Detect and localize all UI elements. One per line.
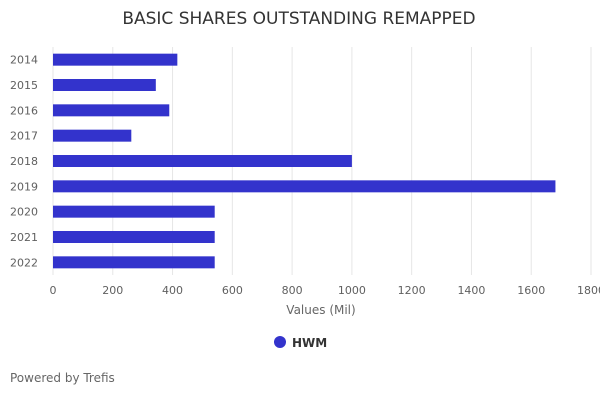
x-tick-label: 200 (102, 284, 123, 297)
bar-2016[interactable] (53, 104, 170, 117)
bar-2022[interactable] (53, 256, 215, 269)
y-tick-label-2014: 2014 (10, 54, 38, 67)
x-tick-label: 600 (222, 284, 243, 297)
y-tick-label-2021: 2021 (10, 231, 38, 244)
y-tick-label-2020: 2020 (10, 206, 38, 219)
x-tick-label: 0 (50, 284, 57, 297)
bar-2020[interactable] (53, 205, 215, 218)
x-tick-label: 1200 (398, 284, 426, 297)
legend-label-hwm[interactable]: HWM (292, 336, 327, 350)
bar-series-hwm (53, 53, 556, 269)
y-tick-label-2019: 2019 (10, 180, 38, 193)
y-tick-label-2018: 2018 (10, 155, 38, 168)
y-tick-label-2017: 2017 (10, 130, 38, 143)
bar-2021[interactable] (53, 231, 215, 243)
legend-marker-hwm[interactable] (274, 336, 286, 348)
bar-2017[interactable] (53, 129, 132, 142)
x-axis-title: Values (Mil) (286, 303, 355, 317)
bar-2015[interactable] (53, 79, 156, 91)
bar-2019[interactable] (53, 180, 556, 193)
bar-2014[interactable] (53, 53, 178, 66)
x-tick-label: 400 (162, 284, 183, 297)
x-tick-label: 1000 (338, 284, 366, 297)
x-tick-label: 800 (282, 284, 303, 297)
chart-title: BASIC SHARES OUTSTANDING REMAPPED (122, 9, 475, 29)
x-tick-label: 1800 (577, 284, 600, 297)
x-tick-label: 1600 (517, 284, 545, 297)
x-axis-ticks: 0 200 400 600 800 1000 1200 1400 1600 1800 (50, 284, 600, 297)
credits-text[interactable]: Powered by Trefis (10, 371, 115, 385)
y-axis-ticks: 2014 2015 2016 2017 2018 2019 2020 2021 2022 (10, 54, 38, 270)
x-tick-label: 1400 (457, 284, 485, 297)
legend[interactable]: HWM (274, 336, 327, 350)
y-tick-label-2015: 2015 (10, 79, 38, 92)
bar-2018[interactable] (53, 155, 352, 167)
y-tick-label-2016: 2016 (10, 104, 38, 117)
y-tick-label-2022: 2022 (10, 256, 38, 269)
